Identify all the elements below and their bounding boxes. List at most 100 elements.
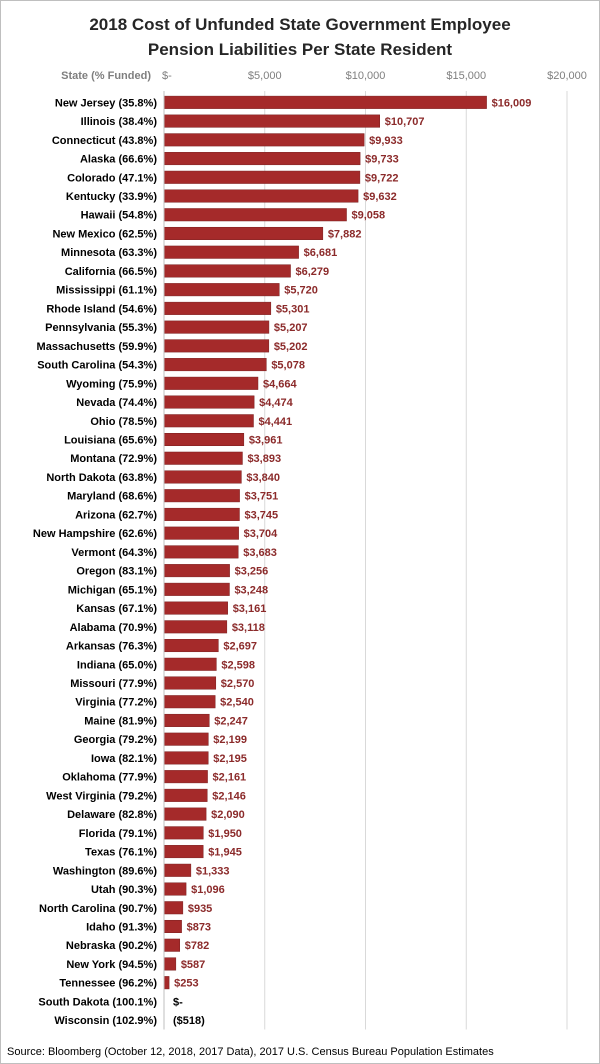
data-label: $873 [187, 921, 211, 933]
bar [163, 133, 365, 147]
data-label: $16,009 [492, 97, 532, 109]
bar [163, 414, 254, 428]
category-label: Wisconsin (102.9%) [54, 1015, 157, 1027]
bar [163, 507, 240, 521]
bar [163, 95, 487, 109]
bar [163, 807, 207, 821]
bar [163, 208, 347, 222]
data-label: $9,933 [369, 135, 403, 147]
category-label: Kansas (67.1%) [76, 603, 157, 615]
category-label: Nebraska (90.2%) [66, 940, 157, 952]
bar [163, 620, 228, 634]
category-label: Missouri (77.9%) [70, 678, 157, 690]
bar [163, 489, 240, 503]
bar [163, 264, 291, 278]
bar [163, 283, 280, 297]
category-label: Vermont (64.3%) [71, 547, 157, 559]
bar [163, 376, 259, 390]
category-label: Florida (79.1%) [79, 828, 158, 840]
data-label: $935 [188, 903, 212, 915]
data-label: $2,090 [211, 809, 245, 821]
data-label: $4,441 [258, 416, 292, 428]
bar [163, 433, 245, 447]
data-label: $5,078 [271, 360, 305, 372]
category-label: New Jersey (35.8%) [55, 97, 157, 109]
category-label: Hawaii (54.8%) [81, 210, 158, 222]
bar [163, 657, 217, 671]
data-label: $782 [185, 940, 209, 952]
data-label: $2,161 [213, 772, 247, 784]
category-label: Iowa (82.1%) [91, 753, 157, 765]
category-label: New Mexico (62.5%) [52, 228, 157, 240]
data-label: $3,248 [234, 584, 268, 596]
data-label: $10,707 [385, 116, 425, 128]
data-label: $2,199 [213, 734, 247, 746]
bar [163, 639, 219, 653]
x-tick-label: $15,000 [446, 70, 486, 82]
category-label: Indiana (65.0%) [77, 659, 157, 671]
category-label: Georgia (79.2%) [74, 734, 157, 746]
bar [163, 320, 270, 334]
bar [163, 114, 380, 128]
category-label: Ohio (78.5%) [90, 416, 157, 428]
category-label: Arkansas (76.3%) [66, 641, 157, 653]
data-label: $3,840 [246, 472, 280, 484]
data-label: $1,096 [191, 884, 225, 896]
data-label: $253 [174, 978, 198, 990]
category-label: Minnesota (63.3%) [61, 247, 157, 259]
data-label: $5,207 [274, 322, 308, 334]
x-tick-label: $5,000 [248, 70, 282, 82]
data-label: $2,540 [220, 697, 254, 709]
data-label: $1,333 [196, 865, 230, 877]
bar [163, 882, 187, 896]
data-label: $3,745 [244, 509, 278, 521]
data-label: $2,146 [212, 790, 246, 802]
category-label: Mississippi (61.1%) [56, 285, 157, 297]
data-label: $6,279 [296, 266, 330, 278]
data-label: $5,202 [274, 341, 308, 353]
gridlines [264, 91, 568, 1030]
category-label: Alaska (66.6%) [80, 154, 157, 166]
chart-title-line-2: Pension Liabilities Per State Resident [148, 40, 453, 59]
bar [163, 919, 182, 933]
bar [163, 339, 270, 353]
bar [163, 788, 208, 802]
bar [163, 301, 272, 315]
data-label: $2,247 [214, 715, 248, 727]
bar [163, 451, 243, 465]
data-label: $6,681 [304, 247, 338, 259]
category-label: Tennessee (96.2%) [59, 978, 157, 990]
bar [163, 545, 239, 559]
data-label: $3,118 [232, 622, 265, 634]
data-label: $1,945 [208, 847, 242, 859]
x-tick-label: $20,000 [547, 70, 587, 82]
bar [163, 957, 177, 971]
category-label: Illinois (38.4%) [81, 116, 158, 128]
data-label: $3,893 [247, 453, 281, 465]
data-label: $3,683 [243, 547, 277, 559]
category-label: Kentucky (33.9%) [66, 191, 157, 203]
category-label: North Dakota (63.8%) [46, 472, 157, 484]
bar [163, 526, 239, 540]
category-label: Connecticut (43.8%) [52, 135, 157, 147]
category-labels: New Jersey (35.8%) Illinois (38.4%) Connec… [33, 97, 157, 1027]
bar [163, 226, 324, 240]
category-axis-label: State (% Funded) [61, 70, 151, 82]
data-label: $3,161 [233, 603, 267, 615]
category-label: Texas (76.1%) [85, 847, 157, 859]
category-label: Michigan (65.1%) [68, 584, 158, 596]
x-axis-tick-labels: $- $5,000 $10,000 $15,000 $20,000 [162, 70, 587, 82]
category-label: Maryland (68.6%) [67, 491, 157, 503]
category-label: Montana (72.9%) [70, 453, 157, 465]
category-label: Rhode Island (54.6%) [46, 303, 157, 315]
category-label: South Dakota (100.1%) [38, 996, 157, 1008]
bar [163, 713, 210, 727]
data-label: $9,058 [352, 210, 386, 222]
category-label: California (66.5%) [65, 266, 158, 278]
data-label: $587 [181, 959, 205, 971]
bar [163, 170, 361, 184]
data-label: $1,950 [208, 828, 242, 840]
bar [163, 676, 217, 690]
